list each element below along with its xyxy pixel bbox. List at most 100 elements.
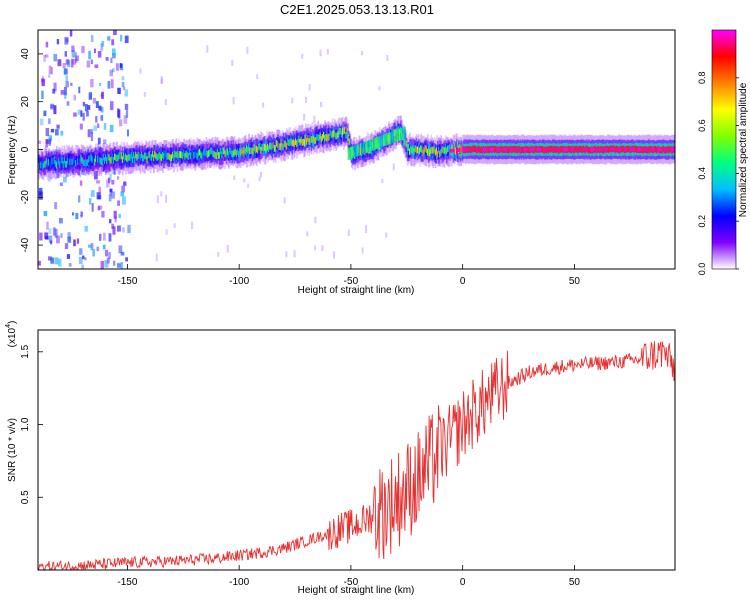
spectrogram-speckle xyxy=(48,135,53,142)
spectrogram-speckle xyxy=(191,221,194,229)
spectrogram-cell xyxy=(290,138,293,145)
spectrogram-cell xyxy=(574,145,577,153)
spectrogram-speckle xyxy=(91,148,94,154)
spectrogram-cell xyxy=(50,161,53,169)
spectrogram-speckle xyxy=(72,59,77,65)
spectrogram-cell xyxy=(255,145,258,153)
spectrogram-cell xyxy=(473,145,476,153)
colorbar-tick-label: 0.6 xyxy=(697,119,707,132)
spectrogram-speckle xyxy=(107,80,111,89)
spectrogram-cell xyxy=(454,147,457,155)
spectrogram-cell xyxy=(221,151,223,159)
spectrogram-speckle xyxy=(74,52,78,61)
spectrogram-cell xyxy=(305,135,307,142)
spectrogram-cell xyxy=(101,151,104,164)
spectrogram-cell xyxy=(322,131,325,139)
spectrogram-speckle xyxy=(247,183,250,188)
spectrogram-speckle xyxy=(386,54,389,61)
spectrogram-speckle xyxy=(108,252,111,259)
spectrogram-speckle xyxy=(394,118,397,125)
spectrogram-cell xyxy=(433,146,436,153)
spectrogram-speckle xyxy=(90,78,94,88)
spectrogram-speckle xyxy=(118,245,123,254)
spectrogram-cell xyxy=(300,136,303,144)
spectrogram-speckle xyxy=(90,132,94,142)
spectrogram-cell xyxy=(81,157,84,164)
spectrogram-hotspot xyxy=(448,148,454,153)
spectrogram-speckle xyxy=(164,99,167,105)
spectrogram-speckle xyxy=(301,53,304,59)
spectrogram-cell xyxy=(267,143,269,151)
spectrogram-cell xyxy=(215,145,218,159)
spectrogram-cell xyxy=(595,146,598,154)
spectrogram-cell xyxy=(88,155,91,163)
spectrogram-hotspot xyxy=(583,147,589,152)
spectrogram-speckle xyxy=(44,232,49,239)
spectrogram-cell xyxy=(410,146,412,153)
spectrogram-cell xyxy=(84,159,87,167)
spectrogram-cell xyxy=(41,161,44,168)
spectrogram-cell xyxy=(46,159,49,167)
spectrogram-cell xyxy=(157,153,160,160)
spectrogram-cell xyxy=(452,144,455,152)
spectrogram-cell xyxy=(315,136,317,144)
spectrogram-cell xyxy=(140,151,143,159)
spectrogram-speckle xyxy=(39,232,43,241)
spectrogram-cell xyxy=(562,146,564,154)
spectrogram-speckle xyxy=(82,255,85,260)
snr-series-line xyxy=(38,341,675,570)
spectrogram-cell xyxy=(43,161,46,168)
spectrogram-speckle xyxy=(62,176,67,183)
spectrogram-cell xyxy=(217,152,220,159)
spectrogram-hotspot xyxy=(636,147,642,152)
spectrogram-cell xyxy=(154,150,156,158)
spectrogram-cell xyxy=(245,145,248,152)
spectrogram-speckle xyxy=(122,196,126,205)
spectrogram-cell xyxy=(424,145,427,152)
spectrogram-speckle xyxy=(365,225,368,233)
spectrogram-speckle xyxy=(111,180,115,185)
spectrogram-cell xyxy=(141,154,144,162)
spectrogram-cell xyxy=(99,157,102,164)
snr-y-multiplier: (x104) xyxy=(5,321,18,348)
spectrogram-speckle xyxy=(361,247,364,254)
spectrogram-cell xyxy=(328,133,331,141)
spectrogram-speckle xyxy=(100,260,104,269)
snr-y-label: SNR (10 * v/v) xyxy=(7,418,18,482)
spectrogram-cell xyxy=(261,144,264,151)
spectrogram-cell xyxy=(53,157,56,164)
spectrogram-speckle xyxy=(303,113,306,121)
spectrogram-cell xyxy=(587,146,590,154)
spectrogram-cell xyxy=(144,152,146,160)
spectrogram-speckle xyxy=(90,129,93,134)
spectrogram-speckle xyxy=(121,185,125,193)
spectrogram-cell xyxy=(75,155,78,163)
spectrogram-cell xyxy=(134,155,136,163)
spectrogram-cell xyxy=(453,148,456,155)
spectrogram-speckle xyxy=(50,128,55,133)
colorbar-gradient xyxy=(711,29,737,270)
spectrogram-cell xyxy=(312,136,315,143)
spectrogram-speckle xyxy=(110,57,113,64)
spectrogram-speckle xyxy=(104,260,109,268)
spectrogram-speckle xyxy=(111,191,115,199)
spectrogram-speckle xyxy=(123,181,127,186)
spectrogram-cell xyxy=(72,156,75,164)
spectrogram-cell xyxy=(581,146,583,153)
spectrogram-cell xyxy=(74,159,77,167)
spectrogram-speckle xyxy=(313,115,316,124)
spectrogram-speckle xyxy=(352,140,355,145)
spectrogram-speckle xyxy=(321,245,324,251)
spectrogram-cell xyxy=(307,135,310,142)
spectrogram-cell xyxy=(609,145,611,153)
spectrogram-speckle xyxy=(113,30,117,36)
spectrogram-hotspot xyxy=(482,147,488,152)
spectrogram-speckle xyxy=(50,257,55,264)
spectrogram-cell xyxy=(137,151,140,159)
spectrogram-speckle xyxy=(107,177,111,184)
spectrogram-cell xyxy=(244,147,247,155)
spectrogram-hotspot xyxy=(663,147,669,152)
spectrogram-cell xyxy=(316,134,318,141)
spectrogram-speckle xyxy=(57,149,61,154)
spectrogram-cell xyxy=(223,148,226,162)
